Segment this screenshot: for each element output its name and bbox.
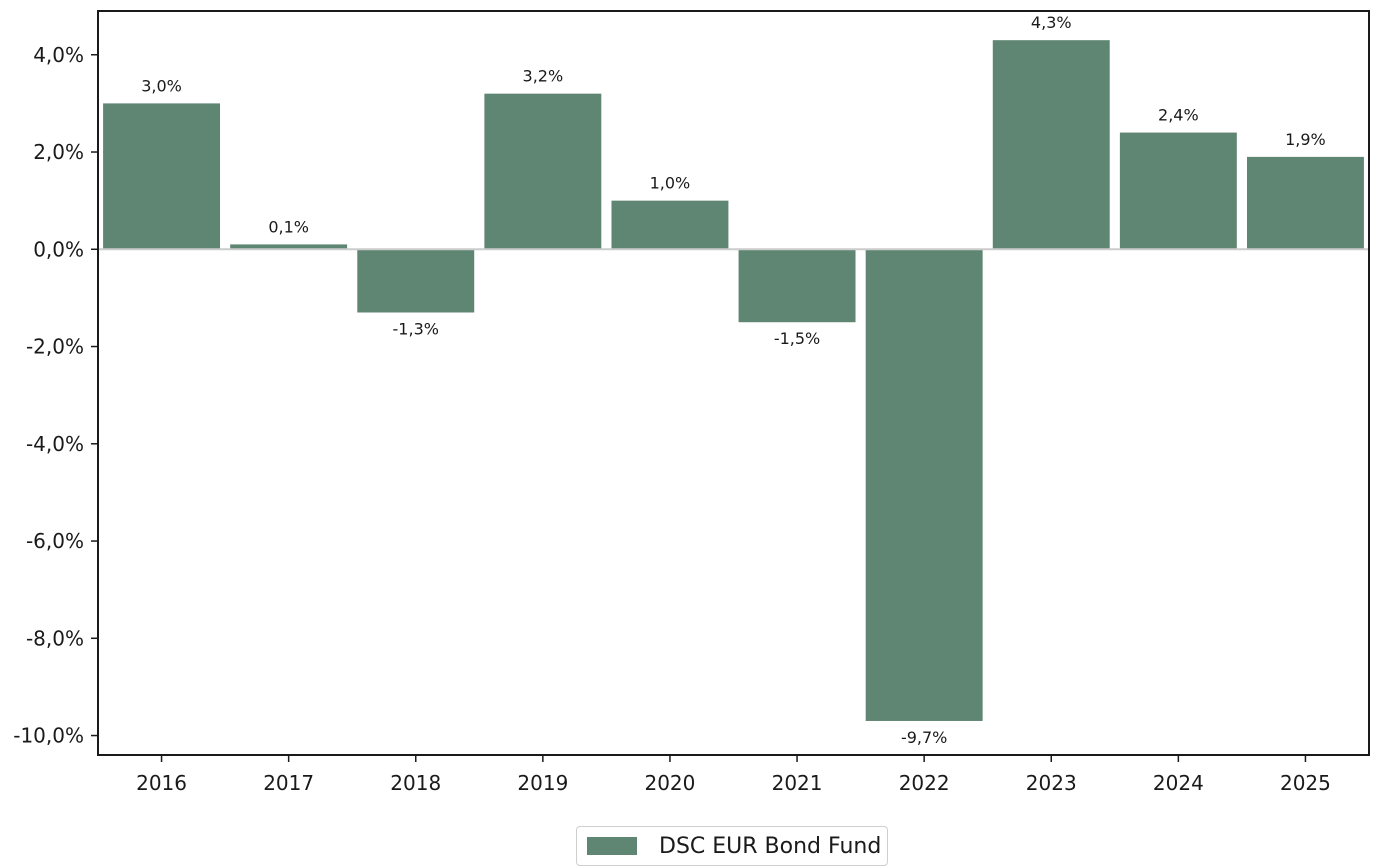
y-tick-label: -4,0% <box>26 432 84 456</box>
y-tick-label: 4,0% <box>33 43 84 67</box>
y-axis: 4,0% 2,0% 0,0% -2,0% -4,0% -6,0% -8,0% -10,0% <box>13 43 98 748</box>
x-tick-label-2016: 2016 <box>136 771 187 795</box>
x-tick-label-2021: 2021 <box>772 771 823 795</box>
data-label-2016: 3,0% <box>141 76 182 95</box>
x-axis: 2016 2017 2018 2019 2020 2021 2022 2023 2024 2025 <box>136 755 1331 795</box>
bar-2021 <box>738 249 856 323</box>
x-tick-label-2018: 2018 <box>390 771 441 795</box>
y-tick-label: -8,0% <box>26 626 84 650</box>
x-tick-label-2017: 2017 <box>263 771 314 795</box>
bars-group <box>103 40 1364 721</box>
data-label-2022: -9,7% <box>901 728 947 747</box>
data-labels-group: 3,0% 0,1% -1,3% 3,2% 1,0% -1,5% -9,7% 4,3% 2,4% 1… <box>141 13 1326 747</box>
x-tick-label-2022: 2022 <box>899 771 950 795</box>
bar-2025 <box>1246 156 1364 250</box>
x-tick-label-2020: 2020 <box>644 771 695 795</box>
legend: DSC EUR Bond Fund <box>576 826 888 866</box>
data-label-2025: 1,9% <box>1285 130 1326 149</box>
data-label-2017: 0,1% <box>268 217 309 236</box>
y-tick-label: -6,0% <box>26 529 84 553</box>
legend-swatch <box>587 837 637 855</box>
y-tick-label: 0,0% <box>33 237 84 261</box>
data-label-2024: 2,4% <box>1158 106 1199 125</box>
data-label-2018: -1,3% <box>393 319 439 338</box>
bar-2020 <box>611 200 729 250</box>
legend-label: DSC EUR Bond Fund <box>659 833 882 859</box>
x-tick-label-2019: 2019 <box>517 771 568 795</box>
bar-2016 <box>103 103 221 250</box>
data-label-2023: 4,3% <box>1031 13 1072 32</box>
x-tick-label-2025: 2025 <box>1280 771 1331 795</box>
plot-frame <box>97 10 1370 756</box>
bar-2022 <box>865 249 983 721</box>
bar-2023 <box>992 40 1110 250</box>
bar-2017 <box>230 244 348 250</box>
x-tick-label-2023: 2023 <box>1026 771 1077 795</box>
bar-2024 <box>1119 132 1237 250</box>
data-label-2019: 3,2% <box>523 67 564 86</box>
bar-2019 <box>484 93 602 250</box>
y-tick-label: -10,0% <box>13 724 84 748</box>
x-tick-label-2024: 2024 <box>1153 771 1204 795</box>
bar-2018 <box>357 249 475 313</box>
y-tick-label: -2,0% <box>26 335 84 359</box>
y-tick-label: 2,0% <box>33 140 84 164</box>
data-label-2020: 1,0% <box>650 174 691 193</box>
data-label-2021: -1,5% <box>774 329 820 348</box>
